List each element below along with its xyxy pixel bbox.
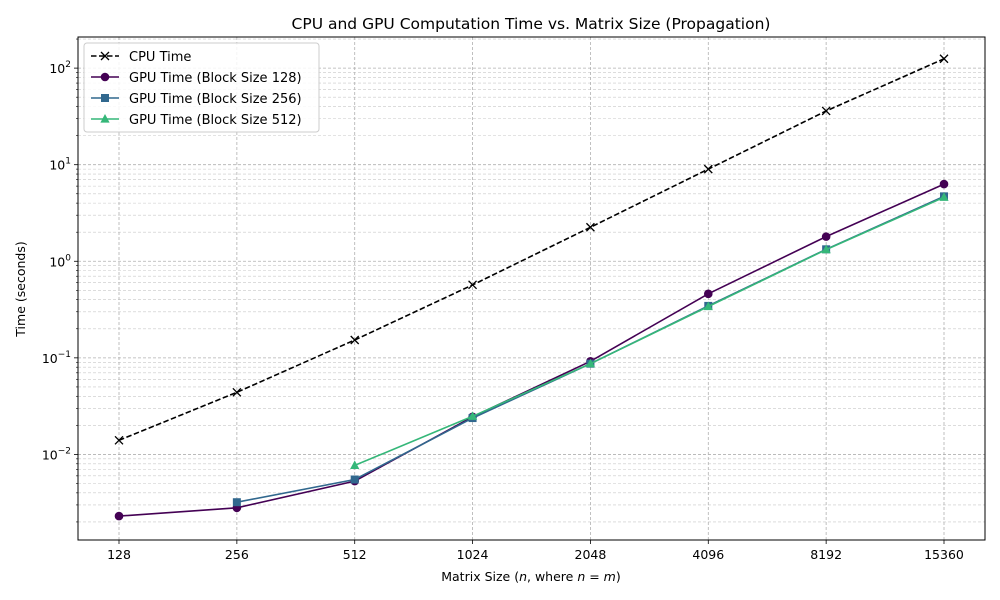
y-axis-ticks: 10−2 10−1 100 101 102 [42, 38, 78, 523]
data-point-marker [939, 192, 949, 201]
data-point-marker [467, 411, 478, 420]
data-point-marker [100, 51, 110, 61]
legend: CPU Time GPU Time (Block Size 128) GPU Tim… [83, 42, 320, 133]
data-point-marker [939, 179, 949, 189]
data-point-marker [232, 498, 241, 507]
y-axis-label: Time (seconds) [13, 241, 28, 337]
series-line [118, 183, 945, 517]
data-point-marker [100, 72, 110, 82]
chart-title: CPU and GPU Computation Time vs. Matrix … [292, 15, 771, 33]
data-point-marker [703, 301, 713, 311]
series-layer [114, 54, 949, 521]
x-tick-label: 8192 [810, 547, 842, 562]
y-tick-label: 101 [49, 157, 71, 173]
x-tick-label: 4096 [692, 547, 724, 562]
series-line [118, 58, 945, 442]
data-point-marker [468, 280, 478, 290]
legend-box [83, 42, 320, 133]
data-point-marker [114, 511, 124, 521]
data-point-marker [939, 54, 949, 64]
y-tick-label: 10−2 [42, 446, 71, 462]
x-tick-label: 256 [225, 547, 249, 562]
x-axis-ticks: 128 256 512 1024 2048 4096 8192 15360 [107, 540, 964, 562]
x-tick-label: 128 [107, 547, 131, 562]
data-point-marker [350, 335, 360, 345]
data-point-marker [350, 460, 360, 469]
y-tick-label: 102 [49, 60, 71, 76]
series-line [354, 196, 945, 467]
legend-item: GPU Time (Block Size 128) [91, 71, 302, 86]
x-tick-label: 2048 [575, 547, 607, 562]
legend-label: GPU Time (Block Size 128) [129, 71, 302, 86]
series-3 [350, 192, 949, 469]
x-tick-label: 1024 [457, 547, 489, 562]
legend-item: GPU Time (Block Size 256) [91, 92, 302, 107]
x-axis-label: Matrix Size (n, where n = m) [441, 569, 621, 584]
legend-item: GPU Time (Block Size 512) [91, 113, 302, 128]
series-0 [114, 54, 949, 445]
data-point-marker [821, 106, 831, 116]
legend-item: CPU Time [91, 50, 191, 65]
y-tick-label: 10−1 [42, 350, 71, 366]
legend-label: GPU Time (Block Size 512) [129, 113, 302, 128]
data-point-marker [100, 114, 110, 123]
data-point-marker [821, 244, 831, 254]
data-point-marker [585, 358, 596, 368]
legend-label: GPU Time (Block Size 256) [129, 92, 302, 107]
data-point-marker [114, 435, 124, 445]
x-tick-label: 512 [343, 547, 367, 562]
plot-frame [77, 36, 986, 541]
data-point-marker [821, 232, 831, 241]
data-point-marker [703, 289, 713, 299]
legend-label: CPU Time [129, 50, 191, 65]
data-point-marker [703, 164, 713, 174]
data-point-marker [350, 475, 359, 484]
x-tick-label: 15360 [924, 547, 964, 562]
y-tick-label: 100 [49, 253, 71, 269]
data-point-marker [101, 94, 109, 102]
data-point-marker [585, 222, 595, 232]
data-point-marker [232, 387, 242, 397]
